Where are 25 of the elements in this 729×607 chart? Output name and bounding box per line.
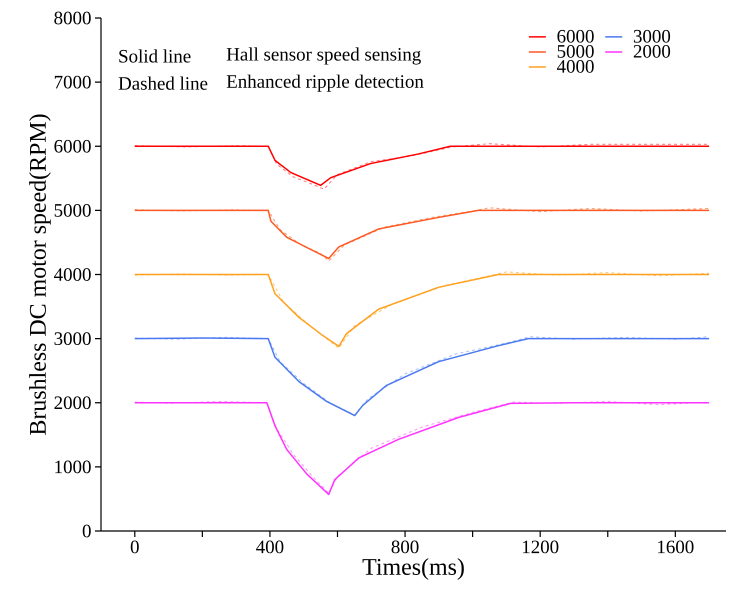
annotation: Dashed line	[118, 76, 208, 90]
y-tick-label: 7000	[54, 76, 91, 89]
x-tick-label: 800	[392, 540, 419, 554]
y-tick-label: 5000	[54, 204, 91, 217]
x-tick-label: 1600	[658, 540, 694, 554]
y-tick-label: 2000	[54, 396, 91, 410]
legend-label: 5000	[558, 44, 594, 58]
y-tick-label: 4000	[54, 268, 91, 281]
x-tick-label: 0	[130, 540, 139, 554]
x-tick-label: 1200	[522, 540, 558, 554]
y-axis-title: Brushless DC motor speed(RPM)	[29, 114, 51, 435]
annotation: Solid line	[119, 49, 191, 63]
x-axis-title: Times(ms)	[362, 558, 464, 580]
y-tick-label: 8000	[54, 12, 91, 24]
annotation: Hall sensor speed sensing	[226, 47, 421, 65]
legend-label: 3000	[634, 30, 670, 43]
y-tick-label: 6000	[54, 140, 91, 153]
y-tick-label: 0	[82, 524, 91, 538]
x-tick-label: 400	[256, 540, 284, 554]
y-tick-label: 3000	[54, 332, 91, 346]
annotation: Enhanced ripple detection	[226, 74, 424, 92]
legend-label: 2000	[634, 44, 670, 58]
legend-label: 6000	[557, 30, 594, 43]
y-tick-label: 1000	[55, 460, 91, 474]
legend-label: 4000	[556, 60, 594, 73]
